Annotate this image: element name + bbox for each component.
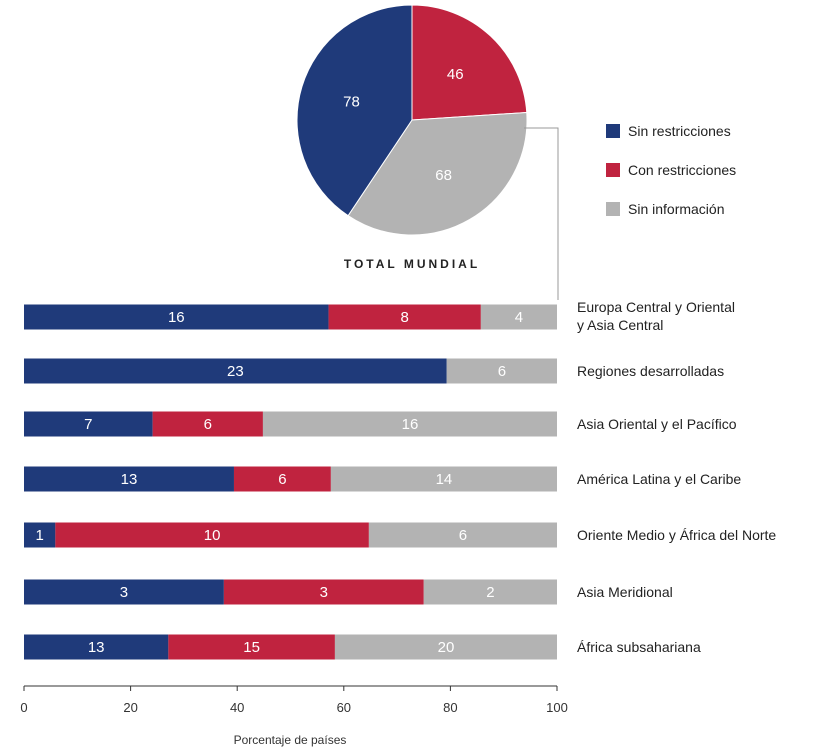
bar-segment-sin-restricciones <box>24 634 169 660</box>
bar-value-label: 2 <box>486 584 494 601</box>
bar-value-label: 6 <box>459 527 467 544</box>
category-label: Asia Meridional <box>577 584 673 600</box>
bar-value-label: 3 <box>120 584 128 601</box>
bar-segment-sin-restricciones <box>24 358 447 384</box>
pie-slice-label: 68 <box>435 167 452 184</box>
bar-value-label: 6 <box>204 416 212 433</box>
x-axis-title: Porcentaje de países <box>234 733 347 747</box>
x-axis-tick-label: 40 <box>230 700 244 715</box>
bar-value-label: 4 <box>515 309 523 326</box>
bar-segment-sin-informacion <box>480 304 557 330</box>
bar-segment-con-restricciones <box>55 522 369 548</box>
bar-value-label: 3 <box>320 584 328 601</box>
bar-value-label: 20 <box>438 639 455 656</box>
legend-label-sin-informacion: Sin información <box>628 201 725 217</box>
bar-value-label: 16 <box>402 416 419 433</box>
bar-value-label: 14 <box>436 471 453 488</box>
category-label: Regiones desarrolladas <box>577 363 724 379</box>
legend: Sin restricciones Con restricciones Sin in… <box>606 123 736 217</box>
legend-swatch-con-restricciones <box>606 163 620 177</box>
pie-slice-label: 78 <box>343 94 360 111</box>
bar-segment-sin-informacion <box>423 579 557 605</box>
bar-segment-sin-informacion <box>446 358 557 384</box>
legend-swatch-sin-restricciones <box>606 124 620 138</box>
legend-label-con-restricciones: Con restricciones <box>628 162 736 178</box>
bar-segment-con-restricciones <box>328 304 481 330</box>
bar-segment-con-restricciones <box>223 579 424 605</box>
category-label: África subsahariana <box>577 639 701 655</box>
pie-chart: 46 68 78 <box>296 4 559 300</box>
legend-swatch-sin-informacion <box>606 202 620 216</box>
pie-title: TOTAL MUNDIAL <box>344 257 480 271</box>
bar-value-label: 6 <box>498 363 506 380</box>
category-label: América Latina y el Caribe <box>577 471 741 487</box>
bar-segment-sin-informacion <box>262 411 557 437</box>
legend-label-sin-restricciones: Sin restricciones <box>628 123 731 139</box>
bar-segment-sin-restricciones <box>24 522 56 548</box>
bar-value-label: 7 <box>84 416 92 433</box>
bar-value-label: 13 <box>88 639 105 656</box>
category-label: Asia Oriental y el Pacífico <box>577 416 737 432</box>
bar-value-label: 6 <box>278 471 286 488</box>
x-axis-tick-label: 20 <box>123 700 137 715</box>
bar-segment-con-restricciones <box>168 634 335 660</box>
pie-slice-sin-restricciones <box>296 4 413 217</box>
bar-value-label: 1 <box>36 527 44 544</box>
bar-value-label: 8 <box>401 309 409 326</box>
bar-value-label: 16 <box>168 309 185 326</box>
bar-value-label: 13 <box>121 471 138 488</box>
bar-value-label: 10 <box>204 527 221 544</box>
pie-slice-sin-informacion <box>347 111 528 236</box>
category-label: y Asia Central <box>577 317 663 333</box>
x-axis-tick-label: 60 <box>337 700 351 715</box>
bar-value-label: 15 <box>243 639 260 656</box>
bar-segment-sin-restricciones <box>24 579 224 605</box>
bar-segment-con-restricciones <box>233 466 331 492</box>
bar-segment-sin-restricciones <box>24 466 234 492</box>
pie-slice-con-restricciones <box>411 4 528 121</box>
x-axis-tick-label: 80 <box>443 700 457 715</box>
bar-segment-sin-informacion <box>330 466 557 492</box>
bar-segment-con-restricciones <box>152 411 263 437</box>
category-label: Europa Central y Oriental <box>577 299 735 315</box>
bar-segment-sin-informacion <box>334 634 557 660</box>
x-axis: 0 20 40 60 80 100 <box>20 685 568 715</box>
bar-segment-sin-restricciones <box>24 304 329 330</box>
x-axis-tick-label: 0 <box>20 700 27 715</box>
category-label: Oriente Medio y África del Norte <box>577 527 776 543</box>
pie-slice-label: 46 <box>447 66 464 83</box>
bar-segment-sin-restricciones <box>24 411 153 437</box>
x-axis-tick-label: 100 <box>546 700 568 715</box>
pie-connector-line <box>524 127 559 300</box>
bar-value-label: 23 <box>227 363 244 380</box>
bar-segment-sin-informacion <box>368 522 557 548</box>
